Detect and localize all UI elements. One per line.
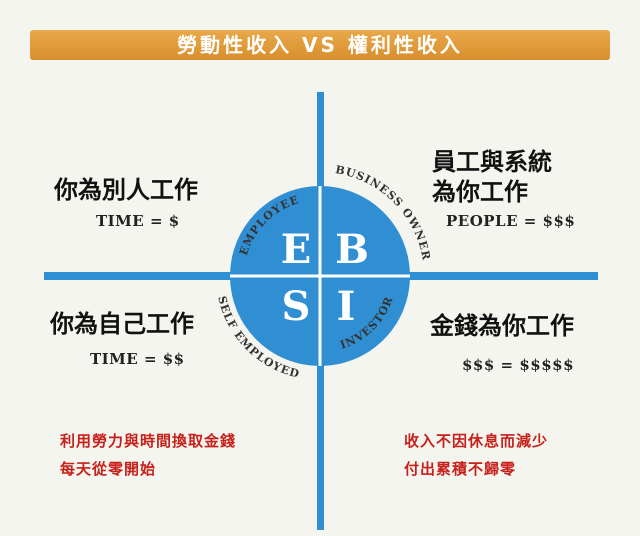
note-left-line1: 利用勞力與時間換取金錢 [60, 430, 236, 451]
letter-i: I [337, 283, 356, 330]
self-employed-heading: 你為自己工作 [50, 304, 194, 339]
note-right-line1: 收入不因休息而減少 [404, 430, 548, 451]
letter-b: B [335, 226, 369, 273]
investor-formula: $$$ = $$$$$ [462, 356, 574, 374]
business-owner-formula: PEOPLE = $$$ [446, 212, 575, 230]
employee-heading: 你為別人工作 [54, 170, 198, 205]
self-employed-formula: TIME = $$ [90, 350, 185, 368]
investor-heading: 金錢為你工作 [430, 306, 574, 341]
note-right-line2: 付出累積不歸零 [404, 458, 516, 479]
letter-e: E [281, 226, 312, 273]
employee-formula: TIME = $ [96, 212, 180, 230]
note-left-line2: 每天從零開始 [60, 458, 156, 479]
letter-s: S [282, 283, 311, 330]
business-owner-heading-line2: 為你工作 [432, 172, 528, 207]
